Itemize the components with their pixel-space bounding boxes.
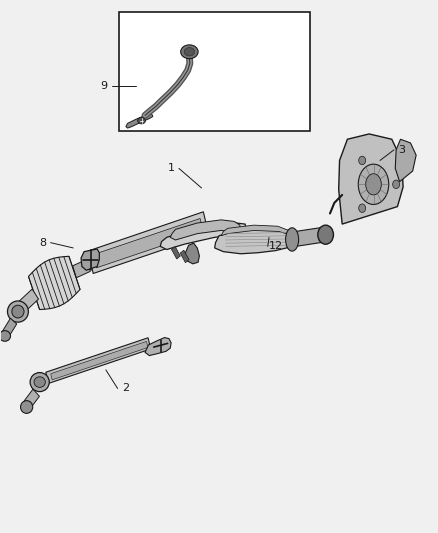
Polygon shape	[180, 250, 189, 263]
Polygon shape	[73, 260, 90, 278]
Ellipse shape	[12, 305, 24, 318]
Bar	[119, 12, 311, 131]
Ellipse shape	[286, 228, 299, 251]
Polygon shape	[221, 225, 290, 236]
Polygon shape	[126, 114, 153, 128]
Ellipse shape	[30, 373, 49, 392]
Ellipse shape	[366, 174, 381, 195]
Ellipse shape	[392, 180, 399, 189]
Polygon shape	[145, 337, 171, 356]
Ellipse shape	[7, 301, 28, 322]
Polygon shape	[24, 389, 39, 408]
Ellipse shape	[359, 156, 366, 165]
Polygon shape	[291, 227, 324, 247]
Text: 9: 9	[100, 81, 107, 91]
Text: 12: 12	[268, 241, 283, 252]
Ellipse shape	[34, 377, 46, 387]
Polygon shape	[160, 223, 246, 249]
Ellipse shape	[181, 45, 198, 59]
Polygon shape	[51, 341, 148, 380]
Text: 2: 2	[122, 383, 129, 393]
Polygon shape	[185, 243, 199, 264]
Ellipse shape	[359, 204, 366, 213]
Text: 1: 1	[168, 164, 175, 173]
Ellipse shape	[358, 164, 389, 205]
Polygon shape	[19, 289, 39, 311]
Polygon shape	[46, 338, 151, 383]
Polygon shape	[170, 220, 240, 240]
Polygon shape	[88, 212, 208, 273]
Polygon shape	[93, 219, 203, 268]
Polygon shape	[172, 246, 180, 259]
Polygon shape	[339, 134, 403, 224]
Polygon shape	[28, 256, 80, 310]
Polygon shape	[81, 249, 99, 270]
Polygon shape	[395, 139, 416, 182]
Ellipse shape	[138, 117, 145, 124]
Text: 3: 3	[398, 145, 405, 155]
Ellipse shape	[0, 330, 11, 341]
Polygon shape	[215, 227, 294, 254]
Ellipse shape	[184, 47, 194, 56]
Polygon shape	[3, 318, 17, 337]
Ellipse shape	[21, 401, 33, 414]
Text: 8: 8	[39, 238, 46, 248]
Ellipse shape	[318, 225, 333, 244]
